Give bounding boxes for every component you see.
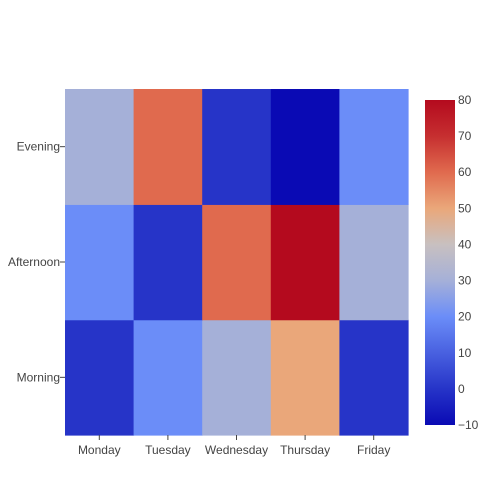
x-tick-label: Thursday [280,443,330,457]
y-axis: Morning Afternoon Evening [8,140,65,384]
x-tick-label: Wednesday [205,443,268,457]
y-tick-label: Evening [17,140,60,154]
heatmap-cell-afternoon-monday [65,204,135,321]
heatmap-cell-morning-tuesday [133,319,203,436]
x-tick-label: Tuesday [145,443,191,457]
heatmap-cell-evening-thursday [270,89,340,205]
y-tick-label: Morning [17,370,60,384]
colorbar-tick-label: 50 [458,201,472,215]
colorbar-tick-label: 10 [458,346,472,360]
colorbar-tick-label: −10 [458,418,479,432]
colorbar-tick-label: 20 [458,310,472,324]
y-tick-label: Afternoon [8,255,60,269]
heatmap-cell-afternoon-tuesday [133,204,203,321]
heatmap-cell-evening-monday [65,89,135,205]
heatmap-cell-morning-monday [65,319,135,436]
heatmap-cell-evening-tuesday [133,89,203,205]
heatmap-cell-afternoon-thursday [270,204,340,321]
heatmap-cell-morning-friday [339,319,409,436]
x-tick-label: Friday [357,443,390,457]
colorbar-tick-label: 0 [458,382,465,396]
plot-area [65,89,409,436]
heatmap-cell-evening-friday [339,89,409,205]
heatmap-cell-morning-thursday [270,319,340,436]
colorbar-gradient [425,100,455,425]
x-tick-label: Monday [78,443,121,457]
heatmap-cell-morning-wednesday [202,319,272,436]
colorbar-tick-label: 80 [458,93,472,107]
colorbar-tick-label: 40 [458,237,472,251]
heatmap-cell-afternoon-friday [339,204,409,321]
colorbar-tick-label: 70 [458,129,472,143]
colorbar-tick-label: 30 [458,274,472,288]
colorbar: −10 0 10 20 30 40 50 60 70 80 [425,93,479,432]
heatmap-cell-afternoon-wednesday [202,204,272,321]
colorbar-tick-label: 60 [458,165,472,179]
heatmap-cell-evening-wednesday [202,89,272,205]
x-axis: Monday Tuesday Wednesday Thursday Friday [78,435,390,457]
